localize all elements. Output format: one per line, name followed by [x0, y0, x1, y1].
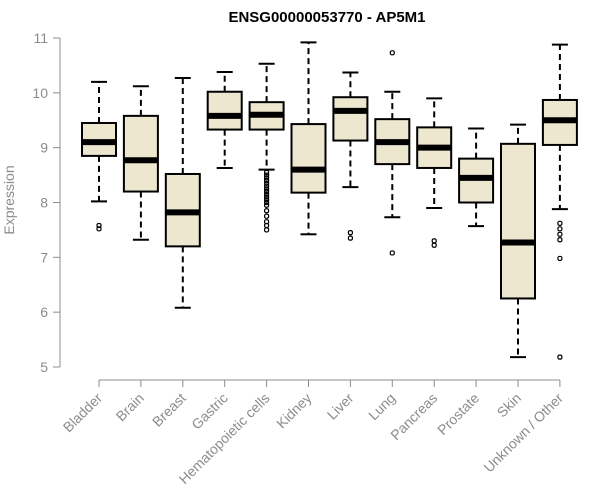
box-iqr: [290, 123, 327, 194]
box-iqr: [122, 114, 159, 193]
x-tick-label: Breast: [149, 390, 189, 430]
outlier-point: [264, 199, 270, 206]
outlier-point: [264, 191, 270, 197]
outlier-point: [557, 255, 563, 262]
box-iqr: [206, 90, 243, 131]
outlier-point: [264, 213, 270, 219]
outlier-point: [557, 354, 563, 360]
y-axis: 5 6 7 8 9 10 11: [32, 30, 61, 375]
outlier-point: [264, 202, 270, 208]
outlier-point: [431, 238, 437, 244]
y-tick-label: 8: [40, 195, 48, 211]
y-tick-label: 10: [32, 85, 48, 101]
box-gastric: [206, 70, 243, 169]
outlier-point: [264, 175, 270, 181]
outlier-point: [557, 237, 563, 243]
outlier-point: [264, 208, 270, 214]
x-tick-label: Kidney: [273, 390, 315, 432]
outlier-point: [264, 177, 270, 184]
outlier-point: [96, 226, 102, 232]
x-tick-label: Brain: [113, 390, 147, 424]
outlier-point: [264, 172, 270, 178]
box-lung: [374, 50, 411, 256]
outlier-point: [557, 231, 563, 237]
y-tick-label: 11: [33, 30, 48, 46]
box-iqr: [332, 96, 369, 142]
box-unknown-other: [541, 43, 578, 360]
outlier-point: [264, 183, 270, 189]
outlier-point: [264, 227, 270, 233]
x-tick-label: Unknown / Other: [480, 390, 566, 476]
y-axis-label: Expression: [1, 165, 17, 234]
box-liver: [332, 71, 369, 241]
x-tick-label: Liver: [324, 390, 357, 423]
box-kidney: [290, 41, 327, 236]
box-iqr: [500, 142, 536, 300]
x-tick-label: Skin: [494, 390, 525, 421]
box-breast: [164, 77, 201, 309]
outlier-point: [264, 194, 270, 200]
outlier-point: [264, 169, 270, 175]
outlier-point: [347, 230, 353, 236]
outlier-point: [557, 220, 563, 226]
outlier-point: [264, 222, 270, 229]
outlier-point: [264, 197, 270, 203]
box-skin: [500, 123, 536, 359]
x-tick-label: Lung: [365, 390, 398, 423]
x-tick-label: Pancreas: [387, 390, 440, 443]
outlier-point: [389, 50, 395, 56]
outlier-point: [557, 226, 563, 232]
outlier-point: [347, 235, 353, 241]
x-tick-label: Bladder: [60, 390, 106, 436]
outlier-point: [264, 188, 270, 195]
y-tick-label: 5: [40, 359, 48, 375]
outlier-point: [264, 186, 270, 192]
y-tick-label: 9: [40, 140, 48, 156]
y-tick-label: 6: [40, 304, 48, 320]
outlier-point: [389, 250, 395, 256]
outlier-point: [96, 222, 102, 229]
box-pancreas: [416, 97, 453, 248]
box-bladder: [81, 80, 117, 232]
outlier-point: [431, 242, 437, 248]
box-hematopoietic-cells: [248, 62, 285, 233]
chart-title: ENSG00000053770 - AP5M1: [228, 9, 425, 26]
box-brain: [122, 85, 159, 241]
outlier-point: [264, 180, 270, 186]
box-prostate: [458, 127, 495, 228]
y-tick-label: 7: [40, 249, 48, 265]
boxes-group: [81, 41, 578, 360]
x-tick-label: Prostate: [434, 390, 482, 438]
